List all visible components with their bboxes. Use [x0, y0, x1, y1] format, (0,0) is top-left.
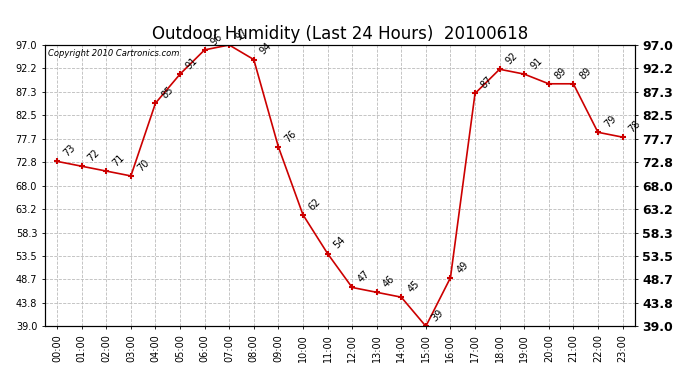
Text: 46: 46 [381, 274, 397, 290]
Text: 89: 89 [578, 65, 593, 81]
Text: 91: 91 [184, 56, 200, 71]
Text: 71: 71 [110, 153, 126, 168]
Text: 76: 76 [282, 128, 298, 144]
Text: Copyright 2010 Cartronics.com: Copyright 2010 Cartronics.com [48, 49, 179, 58]
Text: 97: 97 [233, 26, 249, 42]
Text: 73: 73 [61, 143, 77, 159]
Text: 87: 87 [479, 75, 495, 91]
Text: 78: 78 [627, 118, 642, 134]
Text: 47: 47 [356, 269, 372, 285]
Text: 94: 94 [258, 41, 274, 57]
Text: 54: 54 [332, 235, 348, 251]
Text: 70: 70 [135, 158, 151, 173]
Text: 39: 39 [430, 308, 446, 324]
Text: 45: 45 [406, 279, 422, 294]
Text: 92: 92 [504, 51, 520, 66]
Text: 79: 79 [602, 114, 618, 129]
Text: 91: 91 [529, 56, 544, 71]
Text: 85: 85 [159, 85, 175, 100]
Title: Outdoor Humidity (Last 24 Hours)  20100618: Outdoor Humidity (Last 24 Hours) 2010061… [152, 26, 528, 44]
Text: 62: 62 [307, 196, 323, 212]
Text: 89: 89 [553, 65, 569, 81]
Text: 96: 96 [209, 32, 224, 47]
Text: 49: 49 [455, 259, 471, 275]
Text: 72: 72 [86, 147, 102, 164]
